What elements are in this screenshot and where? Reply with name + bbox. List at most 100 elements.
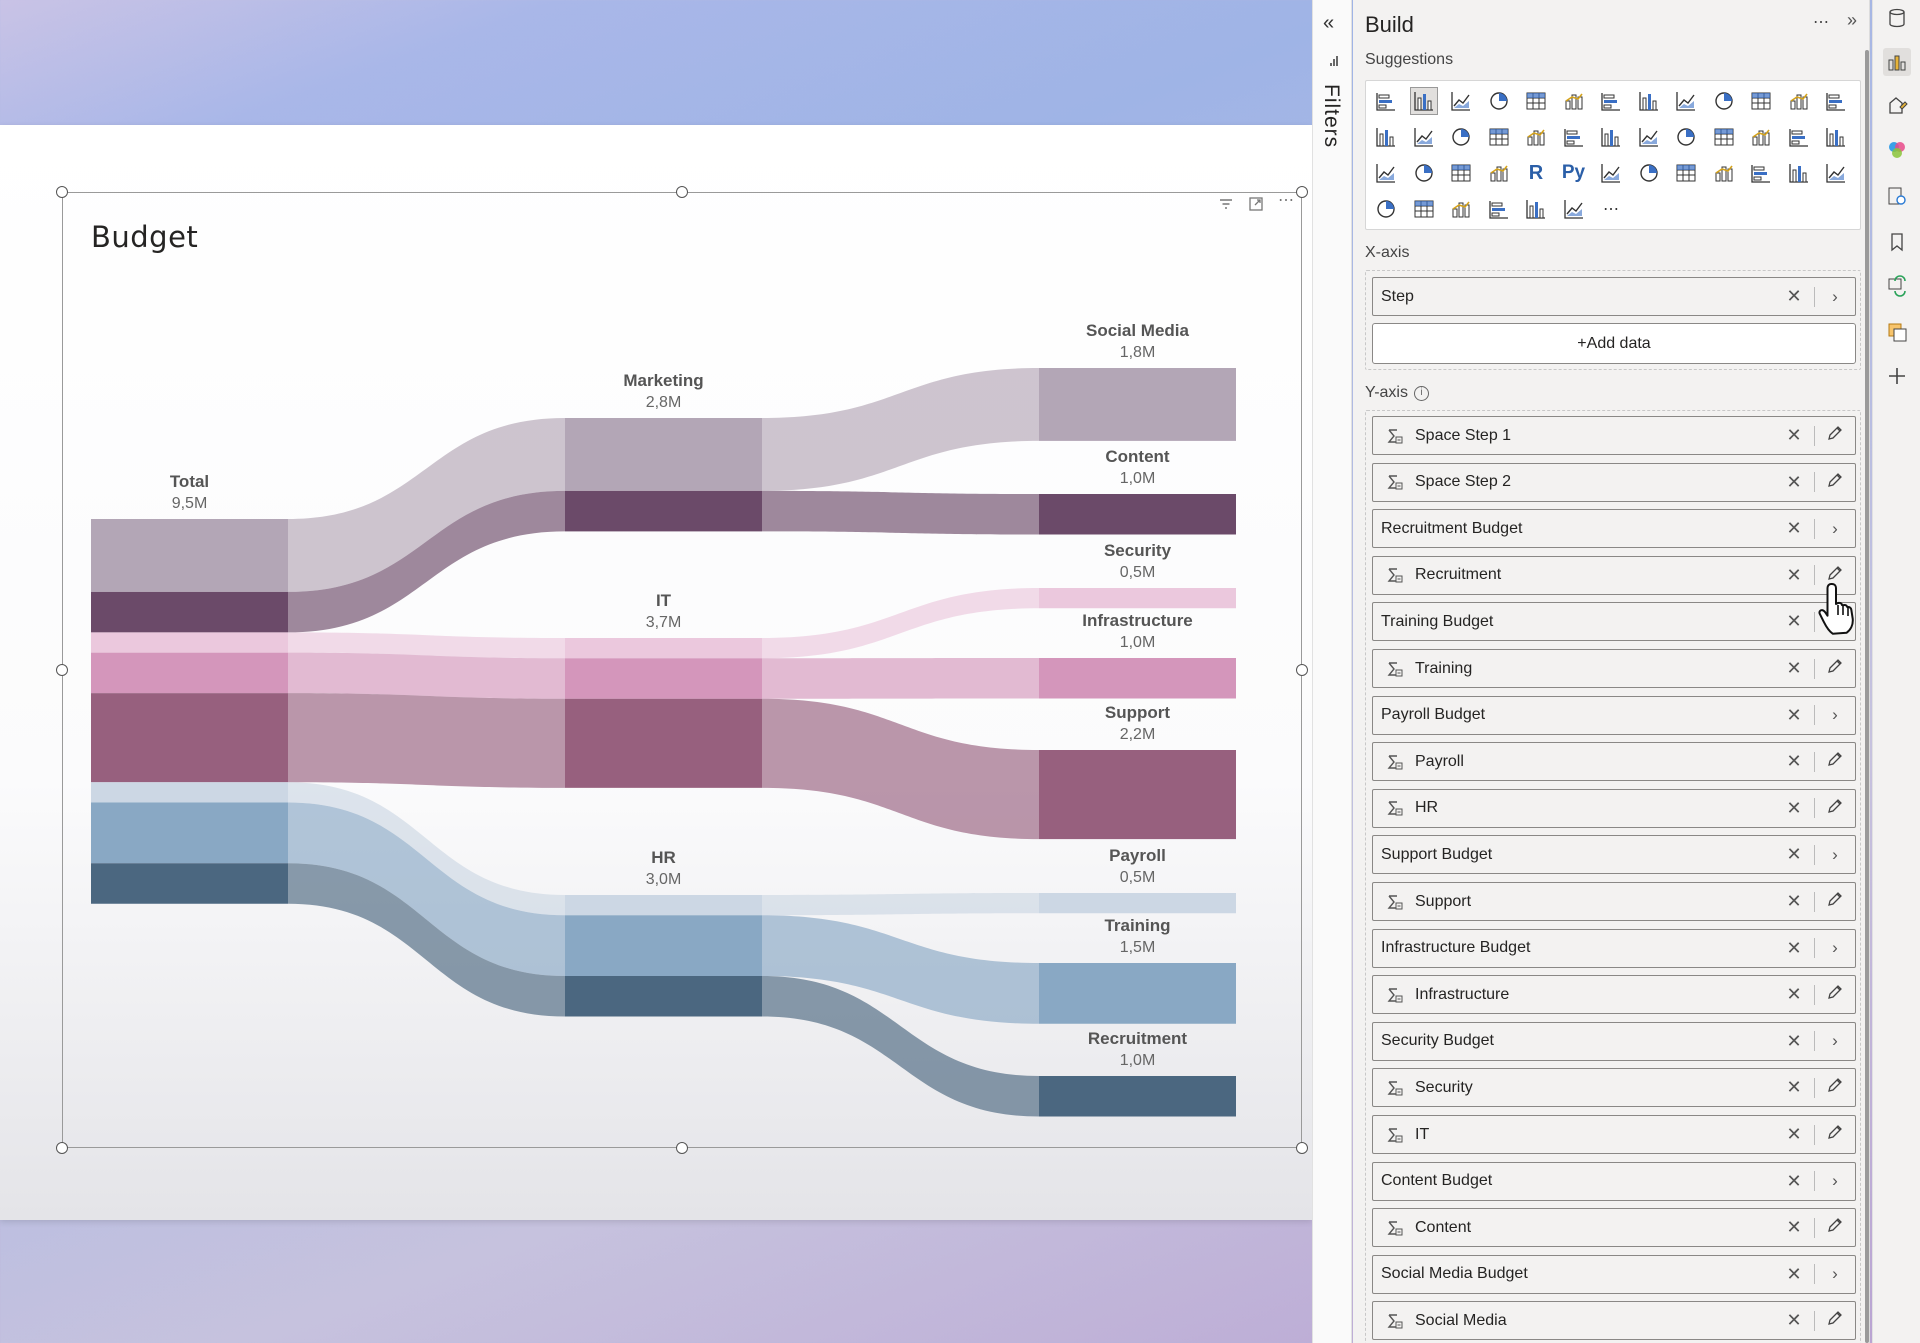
remove-field-icon[interactable]: ✕ — [1786, 1030, 1802, 1051]
shape-map-icon[interactable] — [1672, 123, 1700, 151]
edit-pencil-icon[interactable] — [1825, 1216, 1845, 1239]
clustered-bar-chart-icon[interactable] — [1447, 87, 1475, 115]
remove-field-icon[interactable]: ✕ — [1786, 797, 1802, 818]
chevron-right-icon[interactable]: › — [1832, 1031, 1838, 1051]
azure-map-icon[interactable] — [1710, 123, 1738, 151]
more-options-icon[interactable]: ⋯ — [1278, 192, 1294, 209]
edit-pencil-icon[interactable] — [1825, 890, 1845, 913]
power-automate-icon[interactable] — [1410, 195, 1438, 223]
remove-field-icon[interactable]: ✕ — [1786, 611, 1802, 632]
scatter-chart-icon[interactable] — [1447, 123, 1475, 151]
stacked-bar-chart-icon[interactable] — [1372, 87, 1400, 115]
analytics-pane-icon[interactable] — [1883, 182, 1911, 210]
field-well-item[interactable]: Support ✕ — [1372, 882, 1856, 921]
paginated-report-icon[interactable] — [1747, 159, 1775, 187]
edit-pencil-icon[interactable] — [1825, 797, 1845, 820]
filled-map-icon[interactable] — [1635, 123, 1663, 151]
edit-pencil-icon[interactable] — [1825, 471, 1845, 494]
remove-field-icon[interactable]: ✕ — [1786, 937, 1802, 958]
donut-chart-icon[interactable] — [1522, 123, 1550, 151]
field-well-item[interactable]: Security Budget ✕ › — [1372, 1021, 1856, 1061]
chevron-right-icon[interactable]: › — [1832, 1264, 1838, 1284]
remove-field-icon[interactable]: ✕ — [1786, 1124, 1802, 1144]
pie-chart-icon[interactable] — [1485, 123, 1513, 151]
remove-field-icon[interactable]: ✕ — [1786, 658, 1802, 678]
remove-field-icon[interactable]: ✕ — [1786, 704, 1802, 725]
map-icon[interactable] — [1597, 123, 1625, 151]
resize-handle[interactable] — [676, 186, 688, 198]
field-well-item[interactable]: Space Step 2 ✕ — [1372, 462, 1856, 502]
remove-field-icon[interactable]: ✕ — [1786, 286, 1802, 306]
collapse-pane-icon[interactable]: » — [1847, 10, 1858, 30]
remove-field-icon[interactable]: ✕ — [1786, 471, 1802, 492]
field-well-item[interactable]: Training ✕ — [1372, 649, 1856, 688]
line-and-stacked-column-icon[interactable] — [1747, 87, 1775, 115]
new-slicer-icon[interactable] — [1447, 195, 1475, 223]
narrative-icon[interactable] — [1710, 159, 1738, 187]
gauge-icon[interactable] — [1747, 123, 1775, 151]
chevron-right-icon[interactable]: › — [1832, 938, 1838, 958]
field-well-item[interactable]: Content Budget ✕ › — [1372, 1161, 1856, 1201]
chevron-right-icon[interactable]: › — [1832, 844, 1838, 864]
field-well-item[interactable]: Space Step 1 ✕ — [1372, 416, 1856, 455]
expand-chevron-icon[interactable]: « — [1323, 12, 1335, 34]
edit-pencil-icon[interactable] — [1825, 983, 1845, 1006]
remove-field-icon[interactable]: ✕ — [1786, 564, 1802, 585]
remove-field-icon[interactable]: ✕ — [1786, 1310, 1802, 1331]
field-well-item[interactable]: Step ✕ › — [1372, 277, 1856, 316]
line-chart-icon[interactable] — [1597, 87, 1625, 115]
field-well-item[interactable]: Payroll ✕ — [1372, 742, 1856, 782]
remove-field-icon[interactable]: ✕ — [1786, 1217, 1802, 1238]
remove-field-icon[interactable]: ✕ — [1786, 1077, 1802, 1098]
selection-pane-icon[interactable] — [1883, 318, 1911, 346]
format-pane-icon[interactable] — [1883, 92, 1911, 120]
resize-handle[interactable] — [56, 1142, 68, 1154]
decomposition-tree-icon[interactable] — [1635, 159, 1663, 187]
100-stacked-area-chart-icon[interactable] — [1710, 87, 1738, 115]
100-stacked-column-chart-icon[interactable] — [1560, 87, 1588, 115]
multi-row-card-icon[interactable] — [1822, 123, 1850, 151]
chevron-right-icon[interactable]: › — [1832, 705, 1838, 725]
chevron-right-icon[interactable]: › — [1832, 286, 1838, 306]
card-icon[interactable] — [1785, 123, 1813, 151]
remove-field-icon[interactable]: ✕ — [1786, 518, 1802, 539]
edit-pencil-icon[interactable] — [1825, 564, 1845, 587]
clustered-column-chart-icon[interactable] — [1485, 87, 1513, 115]
more-options-icon[interactable]: ⋯ — [1813, 14, 1829, 31]
stacked-area-chart-icon[interactable] — [1672, 87, 1700, 115]
metrics-icon[interactable] — [1785, 159, 1813, 187]
field-well-item[interactable]: Training Budget✕› — [1372, 602, 1856, 642]
chevron-right-icon[interactable]: › — [1832, 1171, 1838, 1191]
r-visual-icon[interactable]: R — [1528, 161, 1544, 184]
resize-handle[interactable] — [56, 186, 68, 198]
remove-field-icon[interactable]: ✕ — [1786, 751, 1802, 772]
field-well-item[interactable]: Infrastructure ✕ — [1372, 975, 1856, 1015]
remove-field-icon[interactable]: ✕ — [1786, 425, 1802, 445]
info-icon[interactable]: i — [1413, 386, 1429, 401]
kpi-icon[interactable] — [1372, 159, 1400, 187]
python-visual-icon[interactable]: Py — [1561, 162, 1586, 183]
copilot-icon[interactable] — [1883, 136, 1911, 164]
filters-pane-collapsed[interactable]: « Filters — [1312, 0, 1352, 1343]
area-chart-icon[interactable] — [1635, 87, 1663, 115]
100-stacked-bar-chart-icon[interactable] — [1522, 87, 1550, 115]
data-pane-icon[interactable] — [1883, 4, 1911, 32]
remove-field-icon[interactable]: ✕ — [1786, 1263, 1802, 1284]
funnel-chart-icon[interactable] — [1410, 123, 1438, 151]
field-well-item[interactable]: Infrastructure Budget ✕ › — [1372, 928, 1856, 968]
remove-field-icon[interactable]: ✕ — [1786, 1170, 1802, 1191]
table-icon[interactable] — [1447, 159, 1475, 187]
field-well-item[interactable]: Recruitment Budget ✕ › — [1372, 509, 1856, 549]
bookmarks-icon[interactable] — [1883, 228, 1911, 256]
edit-pencil-icon[interactable] — [1825, 424, 1845, 447]
chevron-right-icon[interactable]: › — [1832, 518, 1838, 538]
build-pane-icon[interactable] — [1883, 48, 1911, 76]
field-well-item[interactable]: Social Media Budget ✕ › — [1372, 1254, 1856, 1294]
remove-field-icon[interactable]: ✕ — [1786, 844, 1802, 865]
slicer-icon[interactable] — [1410, 159, 1438, 187]
resize-handle[interactable] — [1296, 1142, 1308, 1154]
new-card-icon[interactable] — [1822, 159, 1850, 187]
line-and-clustered-column-icon[interactable] — [1785, 87, 1813, 115]
waterfall-chart-icon[interactable] — [1372, 123, 1400, 151]
power-apps-diamond-icon[interactable] — [1522, 195, 1550, 223]
